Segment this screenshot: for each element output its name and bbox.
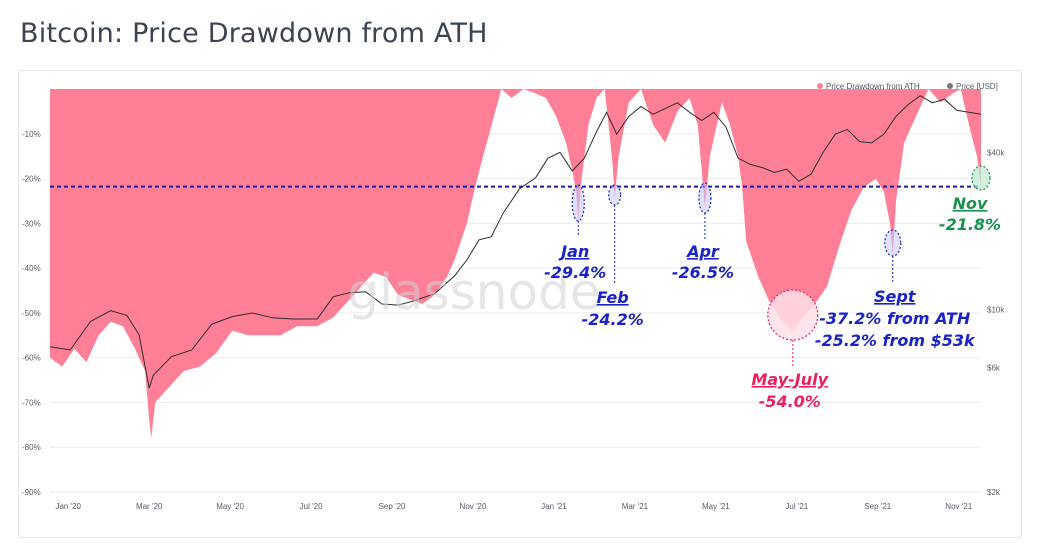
y-right-tick-label: $40k bbox=[987, 148, 1005, 157]
drawdown-chart: -10% -20% -30% -40% -50% -60% -70% -80% -90% glas… bbox=[22, 82, 1005, 511]
annotation-jan-label: Jan bbox=[558, 242, 589, 261]
y-left-tick-label: -80% bbox=[22, 443, 41, 452]
annotation-sept-value: -37.2% from ATH bbox=[819, 309, 971, 328]
x-tick-label: Nov '21 bbox=[945, 502, 972, 511]
legend-drawdown-swatch bbox=[817, 83, 823, 89]
legend-drawdown-label: Price Drawdown from ATH bbox=[826, 82, 920, 91]
marker-nov bbox=[971, 165, 991, 191]
annotation-jan-value: -29.4% bbox=[544, 263, 606, 282]
x-tick-label: May '21 bbox=[702, 502, 730, 511]
y-right-tick-label: $6k bbox=[987, 363, 1001, 372]
legend-price-label: Price [USD] bbox=[956, 82, 998, 91]
annotation-apr-value: -26.5% bbox=[672, 263, 734, 282]
y-left-tick-label: -90% bbox=[22, 488, 41, 497]
x-tick-label: Mar '20 bbox=[136, 502, 163, 511]
x-tick-label: Jul '20 bbox=[300, 502, 323, 511]
marker-apr bbox=[698, 182, 712, 214]
annotation-sept-value2: -25.2% from $53k bbox=[815, 331, 976, 350]
legend-price-swatch bbox=[947, 83, 953, 89]
y-left-tick-label: -10% bbox=[22, 130, 41, 139]
annotation-may-july-label: May-July bbox=[751, 370, 828, 389]
annotation-feb-label: Feb bbox=[597, 288, 629, 307]
page-title: Bitcoin: Price Drawdown from ATH bbox=[20, 18, 488, 49]
y-right-tick-label: $10k bbox=[987, 306, 1005, 315]
annotation-may-july-value: -54.0% bbox=[759, 392, 821, 411]
annotation-nov-value: -21.8% bbox=[939, 215, 1001, 234]
y-left-tick-label: -30% bbox=[22, 219, 41, 228]
annotation-nov-label: Nov bbox=[953, 194, 988, 213]
marker-sept bbox=[884, 229, 902, 257]
y-left-tick-label: -40% bbox=[22, 264, 41, 273]
x-tick-label: Mar '21 bbox=[622, 502, 649, 511]
chart-panel: -10% -20% -30% -40% -50% -60% -70% -80% -90% glas… bbox=[18, 70, 1022, 538]
x-tick-label: May '20 bbox=[216, 502, 244, 511]
annotation-sept-label: Sept bbox=[874, 287, 917, 306]
y-left-tick-label: -20% bbox=[22, 175, 41, 184]
drawdown-area bbox=[50, 89, 981, 439]
price-line bbox=[49, 95, 982, 389]
annotation-feb-value: -24.2% bbox=[582, 310, 644, 329]
x-tick-label: Nov '20 bbox=[460, 502, 487, 511]
y-left-tick-label: -50% bbox=[22, 309, 41, 318]
x-tick-label: Jul '21 bbox=[785, 502, 808, 511]
y-left-tick-label: -70% bbox=[22, 398, 41, 407]
marker-may-july bbox=[767, 289, 819, 341]
y-right-tick-label: $2k bbox=[987, 488, 1001, 497]
x-tick-label: Sep '20 bbox=[379, 502, 406, 511]
annotation-apr-label: Apr bbox=[685, 242, 720, 261]
y-left-tick-label: -60% bbox=[22, 354, 41, 363]
x-tick-label: Sep '21 bbox=[864, 502, 891, 511]
marker-jan bbox=[571, 184, 585, 222]
x-tick-label: Jan '20 bbox=[55, 502, 81, 511]
x-tick-label: Jan '21 bbox=[541, 502, 567, 511]
marker-feb bbox=[608, 184, 622, 206]
watermark: glassnode bbox=[347, 263, 600, 321]
